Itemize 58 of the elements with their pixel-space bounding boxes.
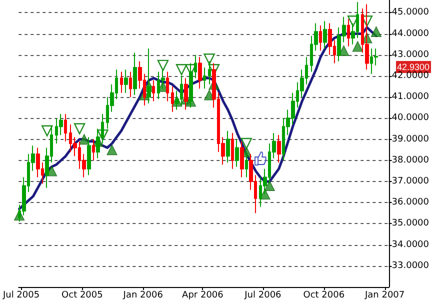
candlestick	[198, 56, 202, 90]
candlestick	[129, 71, 132, 98]
x-tick-label: Apr 2006	[182, 290, 224, 300]
y-tick-label: 42.0000	[392, 70, 430, 81]
y-tick-label: 38.0000	[392, 155, 430, 166]
candlestick	[231, 132, 234, 170]
candlestick	[323, 20, 327, 50]
candlestick	[120, 71, 123, 94]
y-tick-label: 35.0000	[392, 218, 430, 229]
y-tick-label: 41.0000	[392, 92, 430, 102]
candlestick	[226, 130, 230, 163]
candlestick	[235, 138, 239, 168]
point	[157, 60, 169, 72]
candlestick	[208, 60, 211, 85]
x-tick-label: Oct 2006	[303, 290, 345, 300]
text: 42.9300	[397, 62, 430, 72]
y-tick-label: 43.0000	[392, 50, 430, 60]
point	[176, 64, 188, 76]
x-tick-label: Oct 2005	[62, 290, 103, 300]
candlestick	[319, 24, 322, 52]
x-tick-label: Jan 2006	[122, 290, 164, 300]
candlestick	[92, 138, 95, 161]
y-tick-label: 44.0000	[392, 28, 430, 39]
y-tick-label: 33.0000	[392, 260, 430, 271]
candlestick	[124, 69, 128, 94]
point	[78, 134, 90, 145]
candlestick	[347, 18, 350, 47]
point	[42, 125, 53, 136]
y-tick-label: 39.0000	[392, 134, 430, 144]
y-tick-label: 40.0000	[392, 113, 430, 124]
candlestick	[166, 71, 169, 102]
y-tick-label: 45.0000	[392, 8, 430, 18]
candlestick	[64, 113, 67, 142]
candlestick	[152, 80, 155, 102]
point	[204, 53, 215, 65]
candlestick	[365, 4, 369, 70]
candlestick	[133, 52, 137, 96]
x-tick-label: Jul 2005	[2, 290, 40, 300]
point	[240, 138, 252, 150]
candlestick	[87, 136, 91, 176]
point	[338, 45, 350, 56]
point	[370, 26, 382, 37]
y-tick-label: 37.0000	[392, 176, 430, 186]
candlestick	[245, 151, 248, 178]
candlestick	[277, 134, 281, 163]
point	[264, 180, 275, 192]
point	[352, 41, 363, 52]
candlestick	[240, 140, 244, 178]
y-tick-label: 36.0000	[392, 198, 430, 208]
x-tick-label: Jan 2007	[364, 290, 405, 300]
candlestick	[184, 78, 188, 110]
candlestick	[203, 67, 206, 90]
point	[74, 123, 86, 134]
candlestick	[171, 86, 174, 112]
point	[106, 144, 118, 156]
y-tick-label: 34.0000	[392, 240, 430, 250]
x-tick-label: Jul 2006	[244, 290, 282, 300]
candlestick	[147, 48, 151, 104]
